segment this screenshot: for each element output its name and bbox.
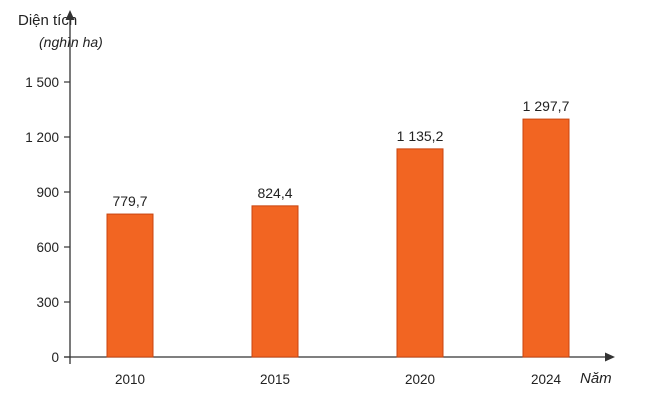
value-label: 1 297,7 — [523, 98, 570, 114]
value-label: 1 135,2 — [397, 128, 444, 144]
y-axis-title: Diện tích — [18, 12, 77, 29]
y-tick-label: 300 — [36, 295, 59, 310]
x-axis-ticks: 2010 2015 2020 2024 — [115, 372, 562, 387]
bar — [106, 213, 154, 358]
x-tick-label: 2024 — [531, 372, 562, 387]
value-label: 779,7 — [112, 193, 147, 209]
bar — [396, 148, 444, 358]
x-axis-title: Năm — [580, 370, 612, 387]
axes — [64, 10, 615, 364]
y-tick-label: 600 — [36, 240, 59, 255]
x-tick-label: 2020 — [405, 372, 435, 387]
x-tick-label: 2010 — [115, 372, 145, 387]
bars — [106, 118, 570, 358]
y-tick-label: 1 500 — [25, 75, 59, 90]
bar — [522, 118, 570, 358]
value-label: 824,4 — [257, 185, 292, 201]
y-axis-ticks: 0 300 600 900 1 200 1 500 — [25, 75, 70, 365]
x-axis-arrow-icon — [605, 352, 615, 362]
x-tick-label: 2015 — [260, 372, 290, 387]
y-axis-arrow-icon — [65, 10, 75, 20]
value-labels: 779,7 824,4 1 135,2 1 297,7 — [112, 98, 569, 209]
y-tick-label: 1 200 — [25, 130, 59, 145]
bar — [251, 205, 299, 358]
y-axis-unit: (nghìn ha) — [39, 34, 103, 50]
y-tick-label: 900 — [36, 185, 59, 200]
y-tick-label: 0 — [51, 350, 59, 365]
